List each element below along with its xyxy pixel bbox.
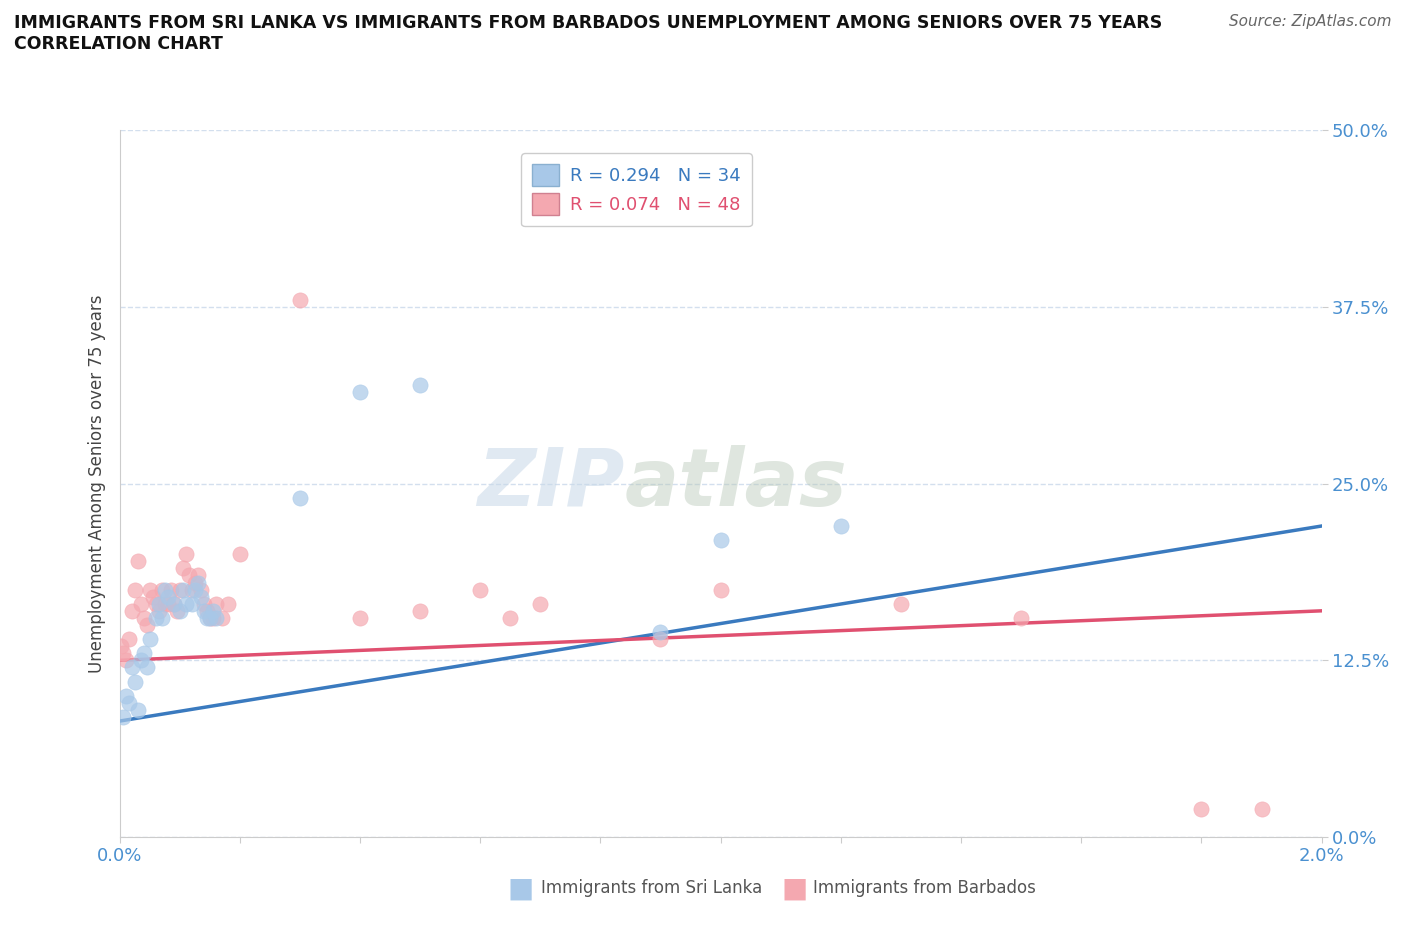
Point: [830, 519, 852, 534]
Point: [195, 610, 218, 625]
Point: [1010, 610, 1032, 625]
Point: [135, 618, 157, 632]
Point: [1250, 802, 1272, 817]
Point: [529, 596, 551, 611]
Point: [121, 604, 143, 618]
Point: [166, 604, 188, 618]
Text: CORRELATION CHART: CORRELATION CHART: [14, 35, 224, 53]
Point: [190, 590, 212, 604]
Point: [201, 610, 224, 625]
Point: [145, 610, 167, 625]
Y-axis label: Unemployment Among Seniors over 75 years: Unemployment Among Seniors over 75 years: [87, 295, 105, 672]
Point: [180, 596, 202, 611]
Point: [172, 582, 194, 597]
Point: [156, 596, 179, 611]
Point: [187, 575, 209, 590]
Point: [198, 610, 221, 625]
Point: [142, 590, 165, 604]
Point: [183, 582, 205, 597]
Point: [132, 610, 155, 625]
Point: [129, 596, 152, 611]
Text: IMMIGRANTS FROM SRI LANKA VS IMMIGRANTS FROM BARBADOS UNEMPLOYMENT AMONG SENIORS: IMMIGRANTS FROM SRI LANKA VS IMMIGRANTS …: [14, 14, 1163, 32]
Point: [409, 604, 432, 618]
Point: [183, 575, 205, 590]
Point: [162, 596, 184, 611]
Point: [162, 596, 184, 611]
Point: [1189, 802, 1212, 817]
Point: [193, 604, 215, 618]
Point: [138, 582, 160, 597]
Text: Immigrants from Barbados: Immigrants from Barbados: [813, 879, 1036, 897]
Point: [129, 653, 152, 668]
Point: [172, 561, 194, 576]
Point: [145, 596, 167, 611]
Point: [288, 490, 311, 505]
Point: [127, 702, 149, 717]
Point: [709, 582, 731, 597]
Point: [204, 596, 226, 611]
Point: [150, 582, 173, 597]
Point: [187, 568, 209, 583]
Point: [349, 610, 371, 625]
Text: Immigrants from Sri Lanka: Immigrants from Sri Lanka: [541, 879, 762, 897]
Point: [110, 639, 132, 654]
Point: [114, 653, 136, 668]
Point: [204, 610, 226, 625]
Point: [124, 674, 146, 689]
Point: [211, 610, 233, 625]
Point: [135, 660, 157, 675]
Point: [117, 696, 139, 711]
Point: [180, 582, 202, 597]
Point: [138, 631, 160, 646]
Point: [195, 604, 218, 618]
Point: [127, 554, 149, 569]
Point: [890, 596, 912, 611]
Point: [153, 582, 176, 597]
Point: [111, 710, 134, 724]
Point: [409, 378, 432, 392]
Text: Source: ZipAtlas.com: Source: ZipAtlas.com: [1229, 14, 1392, 29]
Point: [150, 610, 173, 625]
Point: [177, 568, 200, 583]
Point: [169, 582, 191, 597]
Point: [148, 604, 170, 618]
Point: [153, 596, 176, 611]
Point: [114, 688, 136, 703]
Point: [117, 631, 139, 646]
Point: [159, 582, 181, 597]
Point: [650, 625, 672, 640]
Point: [228, 547, 252, 562]
Text: ■: ■: [782, 874, 807, 902]
Point: [148, 596, 170, 611]
Text: atlas: atlas: [624, 445, 848, 523]
Point: [174, 547, 197, 562]
Point: [124, 582, 146, 597]
Point: [190, 582, 212, 597]
Point: [709, 533, 731, 548]
Point: [201, 604, 224, 618]
Text: ■: ■: [508, 874, 533, 902]
Point: [349, 384, 371, 399]
Point: [468, 582, 492, 597]
Point: [198, 610, 221, 625]
Point: [499, 610, 522, 625]
Point: [121, 660, 143, 675]
Point: [174, 596, 197, 611]
Point: [156, 590, 179, 604]
Text: ZIP: ZIP: [477, 445, 624, 523]
Point: [217, 596, 239, 611]
Point: [169, 604, 191, 618]
Point: [650, 631, 672, 646]
Point: [132, 645, 155, 660]
Point: [112, 645, 135, 660]
Point: [288, 292, 311, 307]
Point: [193, 596, 215, 611]
Legend: R = 0.294   N = 34, R = 0.074   N = 48: R = 0.294 N = 34, R = 0.074 N = 48: [522, 153, 752, 226]
